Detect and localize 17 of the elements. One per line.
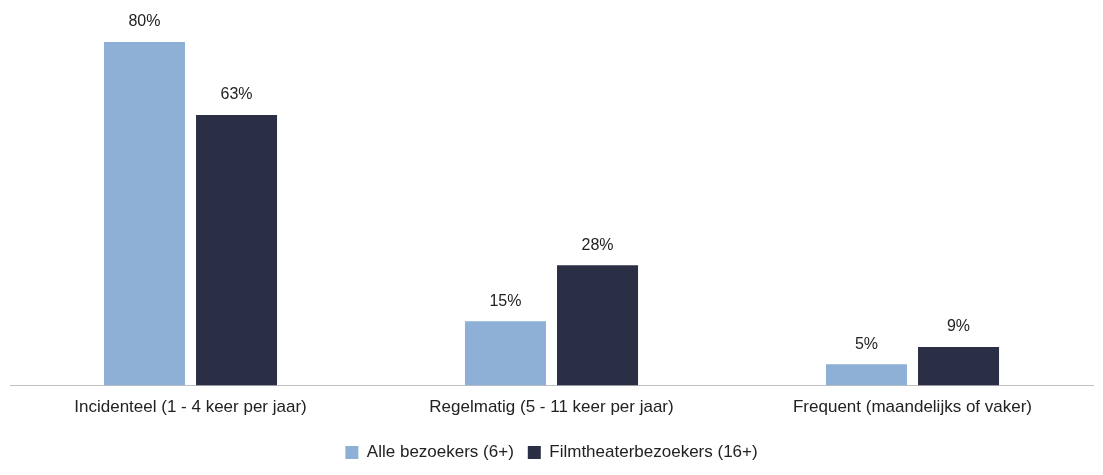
x-tick-label: Incidenteel (1 - 4 keer per jaar) — [74, 397, 307, 417]
x-tick-label: Regelmatig (5 - 11 keer per jaar) — [429, 397, 674, 417]
data-label: 15% — [489, 291, 522, 309]
bar — [825, 364, 907, 386]
data-label: 9% — [946, 317, 971, 335]
data-label: 28% — [581, 235, 614, 253]
bar — [464, 321, 546, 386]
data-label: 63% — [220, 85, 253, 103]
x-tick-label: Frequent (maandelijks of vaker) — [792, 397, 1033, 417]
legend-label: Alle bezoekers (6+) — [366, 442, 514, 462]
bar — [918, 346, 1000, 386]
legend-label: Filmtheaterbezoekers (16+) — [549, 442, 758, 462]
data-label: 5% — [854, 334, 879, 352]
bar — [196, 115, 278, 386]
data-label: 80% — [128, 12, 161, 30]
bar — [103, 42, 185, 386]
bar — [557, 265, 639, 386]
